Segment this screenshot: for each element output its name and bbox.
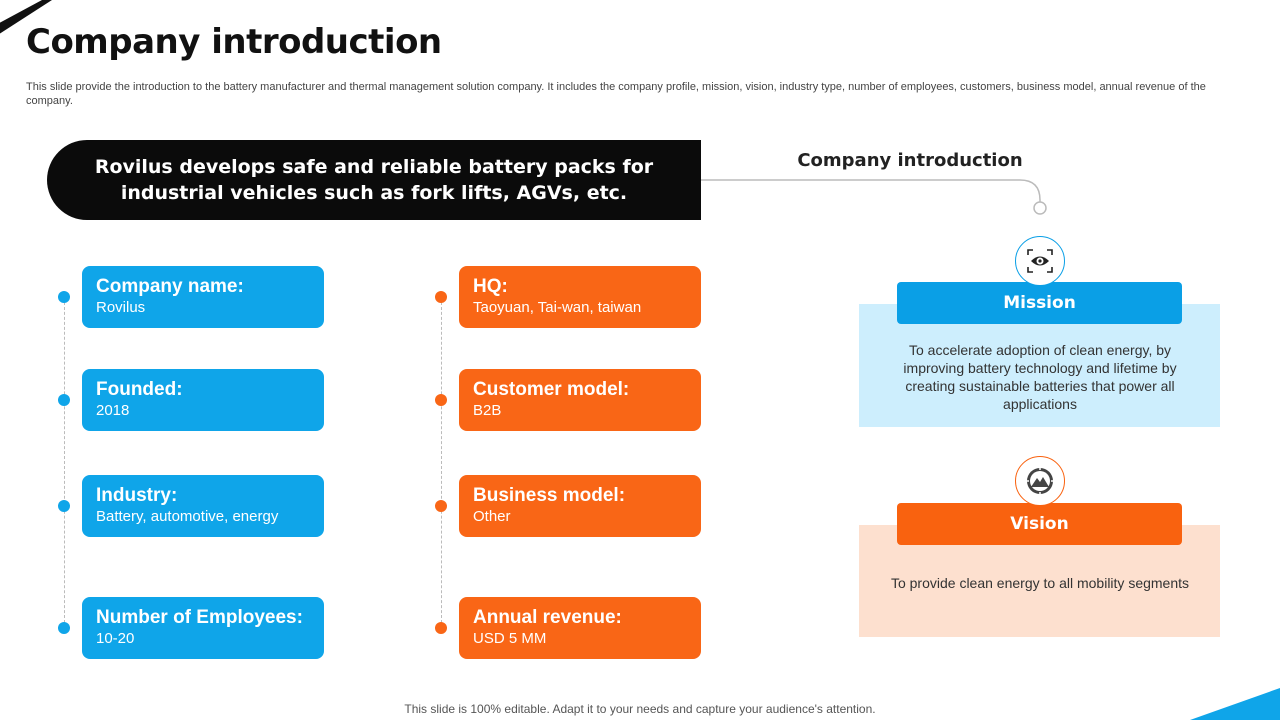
card-label: Customer model: [473, 379, 630, 400]
timeline-dot [58, 622, 70, 634]
right-timeline-line [441, 297, 442, 628]
employees-card: Number of Employees: 10-20 [82, 597, 324, 659]
card-label: Business model: [473, 485, 626, 506]
card-value: Taoyuan, Tai-wan, taiwan [473, 299, 642, 316]
mission-panel [859, 304, 1220, 427]
page-description: This slide provide the introduction to t… [26, 81, 1206, 107]
customer-model-card: Customer model: B2B [459, 369, 701, 431]
card-label: Number of Employees: [96, 607, 303, 628]
card-value: Battery, automotive, energy [96, 508, 279, 525]
vision-icon-badge [1015, 456, 1065, 506]
hq-card: HQ: Taoyuan, Tai-wan, taiwan [459, 266, 701, 328]
card-label: Annual revenue: [473, 607, 622, 628]
left-timeline-line [64, 297, 65, 628]
timeline-dot [435, 622, 447, 634]
mission-icon-badge [1015, 236, 1065, 286]
vision-text: To provide clean energy to all mobility … [890, 575, 1190, 591]
footer-note: This slide is 100% editable. Adapt it to… [404, 702, 876, 716]
vision-title-bar: Vision [897, 503, 1182, 545]
timeline-dot [58, 291, 70, 303]
card-value: 2018 [96, 402, 130, 419]
business-model-card: Business model: Other [459, 475, 701, 537]
annual-revenue-card: Annual revenue: USD 5 MM [459, 597, 701, 659]
card-value: 10-20 [96, 630, 135, 647]
card-label: Founded: [96, 379, 183, 400]
company-summary-banner: Rovilus develops safe and reliable batte… [47, 140, 701, 220]
page-title: Company introduction [26, 22, 442, 62]
mission-text: To accelerate adoption of clean energy, … [903, 342, 1177, 412]
vision-title: Vision [1010, 514, 1069, 534]
card-value: Rovilus [96, 299, 146, 316]
timeline-dot [435, 500, 447, 512]
card-label: Industry: [96, 485, 178, 506]
corner-decoration-bottom-right [1190, 688, 1280, 720]
card-value: USD 5 MM [473, 630, 547, 647]
industry-card: Industry: Battery, automotive, energy [82, 475, 324, 537]
banner-text: Rovilus develops safe and reliable batte… [94, 156, 654, 204]
timeline-dot [58, 394, 70, 406]
corner-decoration-top-left [0, 0, 52, 34]
mission-title: Mission [1003, 293, 1076, 313]
card-value: Other [473, 508, 511, 525]
mountain-target-icon [1025, 466, 1055, 496]
timeline-dot [435, 394, 447, 406]
timeline-dot [58, 500, 70, 512]
founded-card: Founded: 2018 [82, 369, 324, 431]
card-label: Company name: [96, 276, 244, 297]
card-value: B2B [473, 402, 502, 419]
mission-title-bar: Mission [897, 282, 1182, 324]
company-name-card: Company name: Rovilus [82, 266, 324, 328]
timeline-dot [435, 291, 447, 303]
eye-icon [1027, 249, 1053, 273]
card-label: HQ: [473, 276, 508, 297]
intro-heading: Company introduction [797, 150, 1023, 171]
